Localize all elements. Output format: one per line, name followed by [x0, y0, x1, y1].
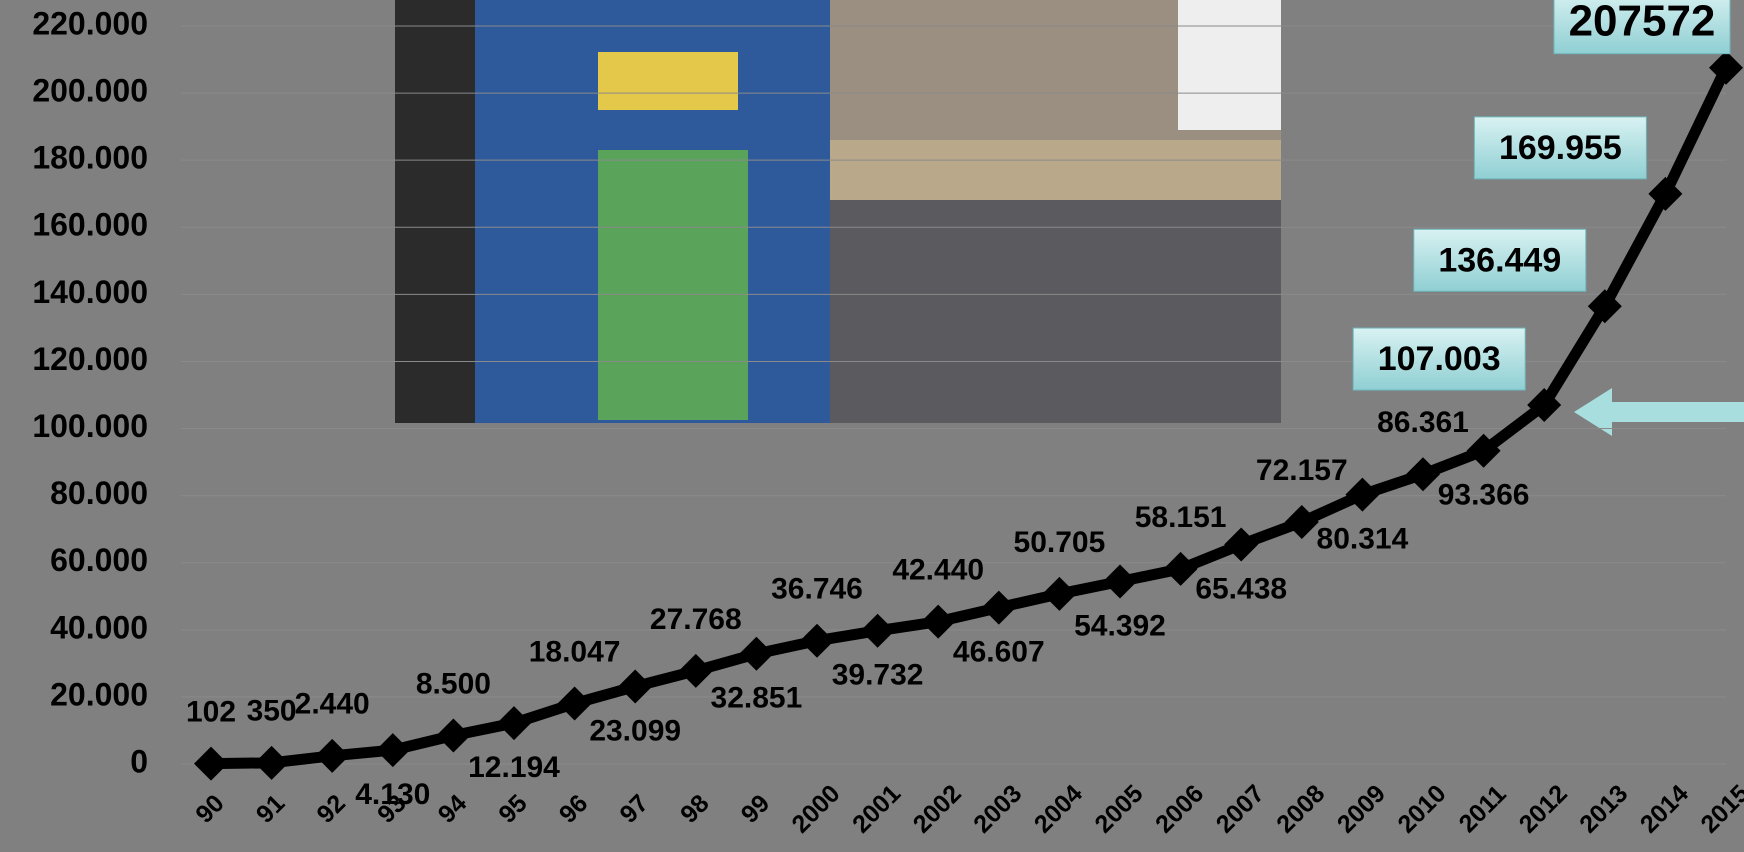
y-tick-label: 200.000	[32, 73, 148, 109]
data-label: 50.705	[1014, 526, 1106, 559]
data-label: 65.438	[1195, 572, 1287, 605]
y-tick-label: 80.000	[50, 475, 148, 511]
data-label: 42.440	[892, 554, 984, 587]
chart: 0 20.000 40.000 60.000 80.000 100.000 120.000 1…	[0, 0, 1744, 852]
y-tick-label: 220.000	[32, 5, 148, 41]
data-label: 23.099	[589, 714, 681, 747]
y-tick-label: 40.000	[50, 609, 148, 645]
data-label: 2.440	[295, 688, 370, 721]
data-label: 36.746	[771, 573, 863, 606]
data-label: 86.361	[1377, 406, 1469, 439]
y-tick-label: 120.000	[32, 341, 148, 377]
data-label: 8.500	[416, 667, 491, 700]
data-label: 46.607	[953, 636, 1045, 669]
data-label: 32.851	[711, 682, 803, 715]
data-label: 72.157	[1256, 454, 1348, 487]
y-tick-label: 140.000	[32, 274, 148, 310]
page: 0 20.000 40.000 60.000 80.000 100.000 120.000 1…	[0, 0, 1744, 852]
data-label: 107.003	[1378, 340, 1501, 378]
data-label: 58.151	[1135, 501, 1227, 534]
y-tick-label: 0	[130, 743, 148, 779]
data-label: 39.732	[832, 659, 924, 692]
data-label: 12.194	[468, 751, 560, 784]
data-label: 207572	[1569, 0, 1716, 45]
data-label: 93.366	[1438, 479, 1530, 512]
data-label: 18.047	[529, 635, 621, 668]
photo	[395, 0, 1281, 423]
y-tick-label: 60.000	[50, 542, 148, 578]
y-tick-label: 180.000	[32, 140, 148, 176]
y-tick-label: 160.000	[32, 207, 148, 243]
y-tick-label: 20.000	[50, 676, 148, 712]
data-label: 27.768	[650, 603, 742, 636]
data-label: 80.314	[1317, 523, 1409, 556]
data-label: 4.130	[355, 778, 430, 811]
data-label: 54.392	[1074, 609, 1166, 642]
data-label: 350	[247, 695, 297, 728]
data-label: 102	[186, 696, 236, 729]
data-label: 136.449	[1438, 241, 1561, 279]
data-label: 169.955	[1499, 129, 1622, 167]
y-tick-label: 100.000	[32, 408, 148, 444]
